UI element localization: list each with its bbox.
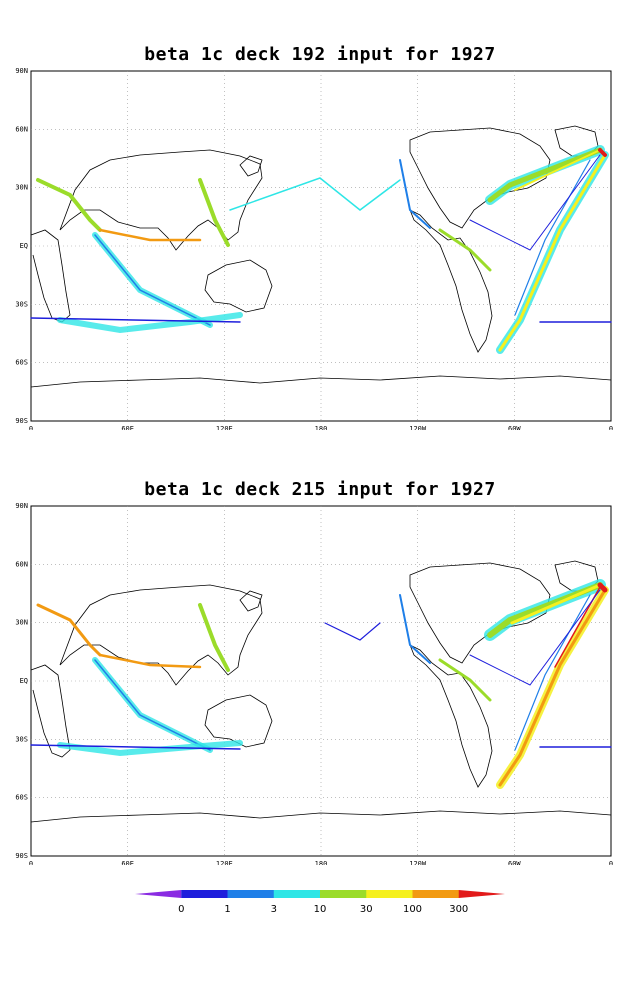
latitude-tick-label: 30S bbox=[15, 735, 28, 743]
longitude-tick-label: 0 bbox=[29, 425, 33, 430]
longitude-tick-label: 120W bbox=[409, 860, 427, 865]
longitude-tick-label: 60E bbox=[121, 860, 134, 865]
colorbar-labels: 0 1 3 10 30 100 300 bbox=[178, 904, 468, 915]
longitude-tick-label: 120E bbox=[216, 425, 233, 430]
latitude-tick-label: 60S bbox=[15, 794, 28, 802]
longitude-tick-label: 180 bbox=[315, 860, 328, 865]
longitude-tick-label: 0 bbox=[609, 860, 613, 865]
colorbar-swatch bbox=[458, 890, 505, 898]
gridlines bbox=[31, 71, 611, 421]
colorbar-tick-label: 1 bbox=[224, 904, 230, 915]
longitude-tick-label: 120E bbox=[216, 860, 233, 865]
longitude-tick-label: 60W bbox=[508, 860, 521, 865]
colorbar-swatch bbox=[227, 890, 275, 898]
gridlines bbox=[31, 506, 611, 856]
latitude-tick-label: 90N bbox=[15, 67, 28, 75]
map-title: beta 1c deck 215 input for 1927 bbox=[144, 479, 496, 500]
ship-track-heatmap bbox=[30, 579, 612, 789]
colorbar-swatch bbox=[366, 890, 413, 898]
ship-track-heatmap bbox=[30, 145, 612, 354]
latitude-tick-label: 60N bbox=[15, 125, 28, 133]
longitude-tick-label: 60W bbox=[508, 425, 521, 430]
colorbar-tick-label: 3 bbox=[271, 904, 277, 915]
latitude-tick-label: 30S bbox=[15, 300, 28, 308]
colorbar-swatches bbox=[135, 890, 505, 898]
longitude-tick-label: 180 bbox=[315, 425, 328, 430]
longitude-tick-label: 0 bbox=[29, 860, 33, 865]
colorbar-tick-label: 0 bbox=[178, 904, 184, 915]
longitude-tick-label: 120W bbox=[409, 425, 427, 430]
latitude-tick-label: EQ bbox=[20, 677, 28, 685]
colorbar-swatch bbox=[135, 890, 182, 898]
map-title: beta 1c deck 192 input for 1927 bbox=[144, 44, 496, 65]
longitude-tick-label: 0 bbox=[609, 425, 613, 430]
world-map-deck-192: 90N 60N 30N EQ 30S 60S 90S 0 60E 120E 180 120W 60W 0 bbox=[15, 67, 613, 430]
world-map-deck-215: 90N 60N 30N EQ 30S 60S 90S 0 60E 120E 180 120W 60W 0 bbox=[15, 502, 613, 865]
longitude-labels: 0 60E 120E 180 120W 60W 0 bbox=[29, 425, 613, 430]
longitude-tick-label: 60E bbox=[121, 425, 134, 430]
latitude-tick-label: 30N bbox=[15, 619, 28, 627]
latitude-labels: 90N 60N 30N EQ 30S 60S 90S bbox=[15, 502, 28, 860]
colorbar-tick-label: 300 bbox=[449, 904, 468, 915]
colorbar-tick-label: 100 bbox=[403, 904, 422, 915]
colorbar-swatch bbox=[412, 890, 460, 898]
colorbar-tick-label: 10 bbox=[314, 904, 327, 915]
longitude-labels: 0 60E 120E 180 120W 60W 0 bbox=[29, 860, 613, 865]
latitude-tick-label: 60N bbox=[15, 560, 28, 568]
latitude-tick-label: 90S bbox=[15, 852, 28, 860]
latitude-tick-label: 90S bbox=[15, 417, 28, 425]
colorbar-tick-label: 30 bbox=[360, 904, 373, 915]
colorbar-legend: 0 1 3 10 30 100 300 bbox=[135, 890, 505, 915]
colorbar-swatch bbox=[273, 890, 321, 898]
latitude-tick-label: EQ bbox=[20, 242, 28, 250]
colorbar-swatch bbox=[181, 890, 228, 898]
latitude-labels: 90N 60N 30N EQ 30S 60S 90S bbox=[15, 67, 28, 425]
latitude-tick-label: 90N bbox=[15, 502, 28, 510]
latitude-tick-label: 30N bbox=[15, 184, 28, 192]
colorbar-swatch bbox=[320, 890, 367, 898]
latitude-tick-label: 60S bbox=[15, 359, 28, 367]
